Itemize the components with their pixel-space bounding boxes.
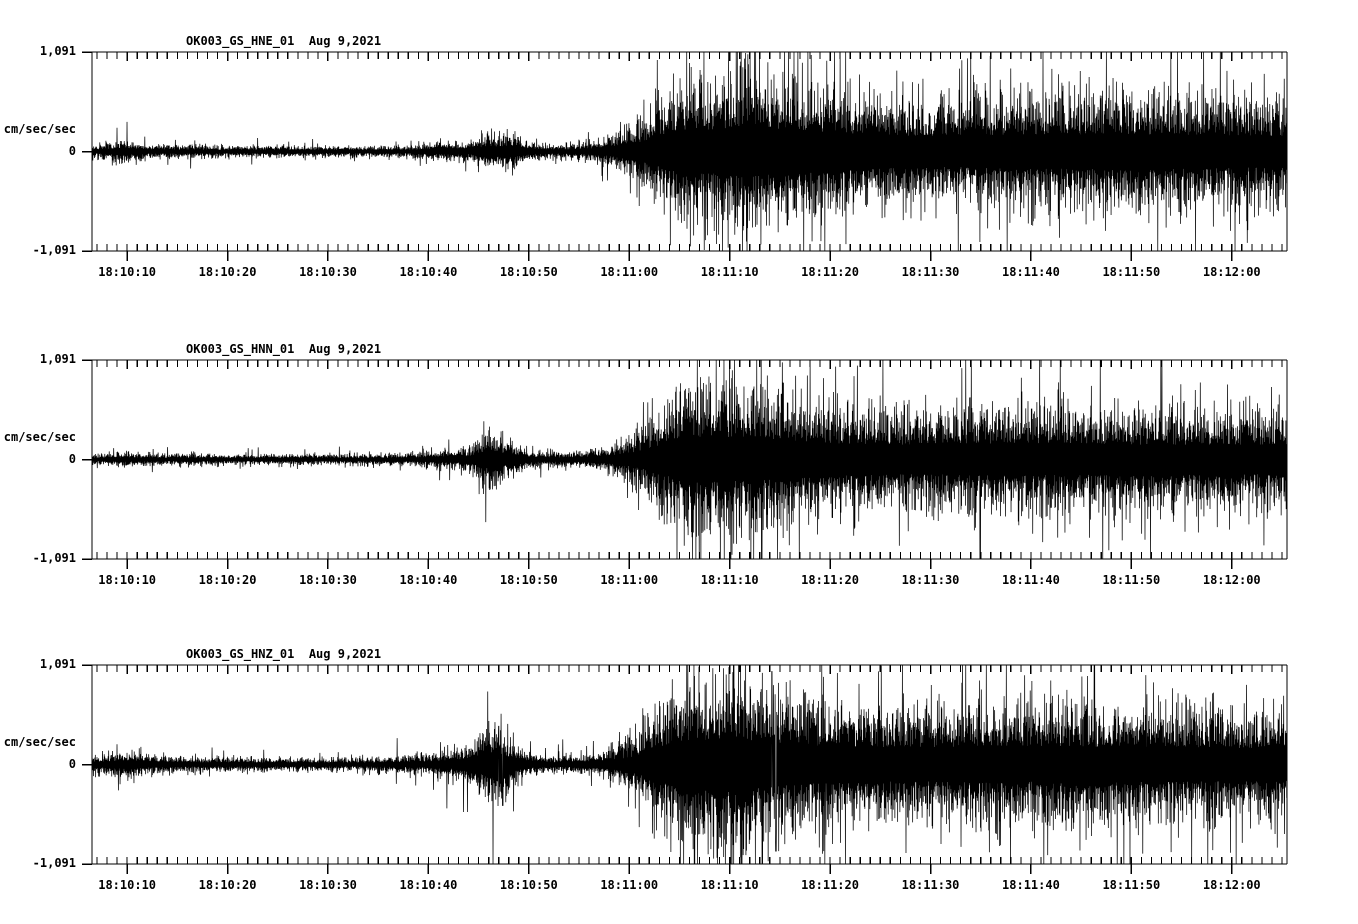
waveform-trace: [91, 359, 1288, 560]
plot-area: [82, 359, 1288, 569]
plot-area: [82, 664, 1288, 874]
x-axis-tick-label: 18:12:00: [1202, 265, 1261, 279]
x-axis-tick-label: 18:10:20: [198, 573, 257, 587]
x-axis-tick-label: 18:11:30: [901, 878, 960, 892]
x-axis-tick-label: 18:10:10: [98, 573, 157, 587]
x-axis-tick-label: 18:11:30: [901, 573, 960, 587]
x-axis-tick-label: 18:11:10: [700, 878, 759, 892]
x-axis-tick-label: 18:11:40: [1002, 573, 1060, 587]
x-axis-tick-label: 18:11:40: [1002, 878, 1060, 892]
x-axis-tick-label: 18:10:20: [198, 878, 257, 892]
x-axis-tick-label: 18:11:40: [1002, 265, 1060, 279]
y-axis-label-zero: 0: [68, 756, 76, 771]
x-axis-tick-label: 18:11:20: [801, 265, 859, 279]
seismogram-panel-hne: OK003_GS_HNE_01 Aug 9,2021 1,091 cm/sec/se…: [0, 0, 1358, 308]
y-axis-label-max: 1,091: [39, 44, 76, 58]
seismogram-panel-hnn: OK003_GS_HNN_01 Aug 9,2021 1,091 cm/sec/se…: [0, 305, 1358, 613]
y-axis-label-min: -1,091: [32, 856, 76, 870]
x-axis-major-ticks: [126, 665, 1233, 874]
x-axis-tick-label: 18:10:10: [98, 878, 157, 892]
x-axis-tick-label: 18:11:20: [801, 573, 859, 587]
x-axis-tick-label: 18:11:30: [901, 265, 960, 279]
x-axis-tick-label: 18:10:40: [399, 878, 458, 892]
x-axis-tick-label: 18:10:30: [299, 878, 357, 892]
waveform-trace: [91, 51, 1288, 252]
x-axis-tick-label: 18:10:30: [299, 265, 357, 279]
x-axis-tick-label: 18:11:50: [1102, 878, 1161, 892]
x-axis-tick-label: 18:11:10: [700, 265, 759, 279]
x-axis-minor-ticks: [96, 360, 1283, 559]
waveform-trace: [91, 664, 1288, 865]
y-axis-ticks: [82, 51, 92, 252]
panel-title: OK003_GS_HNZ_01 Aug 9,2021: [186, 647, 382, 661]
plot-area: [82, 51, 1288, 261]
panel-title: OK003_GS_HNE_01 Aug 9,2021: [186, 34, 382, 48]
seismogram-panel-hnz: OK003_GS_HNZ_01 Aug 9,2021 1,091 cm/sec/se…: [0, 610, 1358, 918]
x-axis-tick-label: 18:10:50: [499, 573, 558, 587]
x-axis-tick-label: 18:10:10: [98, 265, 157, 279]
x-axis-tick-label: 18:10:40: [399, 573, 458, 587]
y-axis-label-zero: 0: [68, 143, 76, 158]
x-axis-tick-label: 18:11:10: [700, 573, 759, 587]
x-axis-tick-label: 18:10:30: [299, 573, 357, 587]
x-axis-tick-label: 18:12:00: [1202, 878, 1261, 892]
y-axis-label-max: 1,091: [39, 657, 76, 671]
y-axis-unit-label: cm/sec/sec: [3, 429, 76, 444]
y-axis-label-min: -1,091: [32, 551, 76, 565]
x-axis-tick-label: 18:10:50: [499, 265, 558, 279]
x-axis-tick-label: 18:10:40: [399, 265, 458, 279]
x-axis-major-ticks: [126, 52, 1233, 261]
y-axis-label-zero: 0: [68, 451, 76, 466]
x-axis-minor-ticks: [96, 52, 1283, 251]
y-axis-unit-label: cm/sec/sec: [3, 121, 76, 136]
x-axis-tick-label: 18:11:00: [600, 265, 659, 279]
y-axis-unit-label: cm/sec/sec: [3, 734, 76, 749]
panel-title: OK003_GS_HNN_01 Aug 9,2021: [186, 342, 382, 356]
x-axis-tick-label: 18:12:00: [1202, 573, 1261, 587]
x-axis-tick-label: 18:10:50: [499, 878, 558, 892]
y-axis-ticks: [82, 359, 92, 560]
x-axis-tick-label: 18:10:20: [198, 265, 257, 279]
y-axis-ticks: [82, 664, 92, 865]
x-axis-tick-label: 18:11:50: [1102, 265, 1161, 279]
x-axis-tick-label: 18:11:20: [801, 878, 859, 892]
x-axis-minor-ticks: [96, 665, 1283, 864]
x-axis-tick-label: 18:11:50: [1102, 573, 1161, 587]
y-axis-label-min: -1,091: [32, 243, 76, 257]
x-axis-tick-label: 18:11:00: [600, 573, 659, 587]
x-axis-tick-label: 18:11:00: [600, 878, 659, 892]
y-axis-label-max: 1,091: [39, 352, 76, 366]
